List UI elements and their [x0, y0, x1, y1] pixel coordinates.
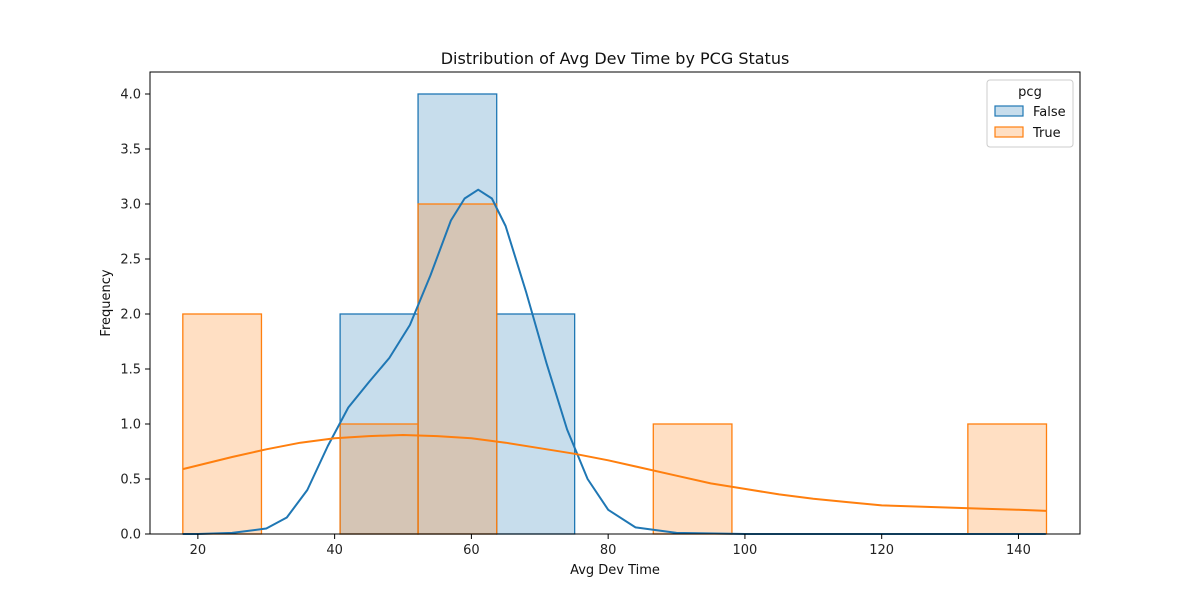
legend-swatch-false	[994, 105, 1024, 117]
chart-title: Distribution of Avg Dev Time by PCG Stat…	[441, 49, 790, 68]
bar-true-4	[967, 423, 1048, 535]
y-tick-label: 3.0	[120, 198, 141, 213]
kde-layer	[182, 188, 1047, 535]
bar-false-1	[417, 93, 498, 535]
x-tick-label: 40	[326, 543, 343, 558]
bar-true-0	[182, 313, 263, 535]
y-tick-label: 3.5	[120, 143, 141, 158]
legend-box	[986, 79, 1074, 148]
legend-swatch-true	[994, 126, 1024, 138]
y-axis-label: Frequency	[99, 269, 114, 336]
legend-label-false: False	[1033, 105, 1066, 120]
y-ticks: 0.0 0.5 1.0 1.5 2.0 2.5 3.0 3.5 4.0	[120, 88, 150, 543]
y-tick-label: 0.5	[120, 473, 141, 488]
x-tick-label: 60	[463, 543, 480, 558]
bar-true-1	[339, 423, 419, 535]
legend-title: pcg	[1018, 85, 1042, 100]
bar-true-2	[417, 203, 498, 535]
kde-line-false	[182, 188, 1046, 535]
y-tick-label: 1.5	[120, 363, 141, 378]
y-tick-label: 0.0	[120, 528, 141, 543]
x-ticks: 20 40 60 80 100 120 140	[190, 534, 1031, 558]
plot-frame	[149, 71, 1081, 535]
x-tick-label: 20	[190, 543, 207, 558]
bars-layer	[182, 93, 1048, 535]
kde-line-true	[182, 434, 1047, 512]
x-axis-label: Avg Dev Time	[570, 563, 660, 578]
y-tick-label: 1.0	[120, 418, 141, 433]
legend: pcg False True	[986, 79, 1074, 148]
bar-false-2	[496, 313, 576, 535]
x-tick-label: 80	[600, 543, 617, 558]
y-tick-label: 2.0	[120, 308, 141, 323]
legend-label-true: True	[1032, 126, 1061, 141]
x-tick-label: 140	[1006, 543, 1031, 558]
x-tick-label: 120	[869, 543, 894, 558]
y-tick-label: 2.5	[120, 253, 141, 268]
y-tick-label: 4.0	[120, 88, 141, 103]
x-tick-label: 100	[733, 543, 758, 558]
